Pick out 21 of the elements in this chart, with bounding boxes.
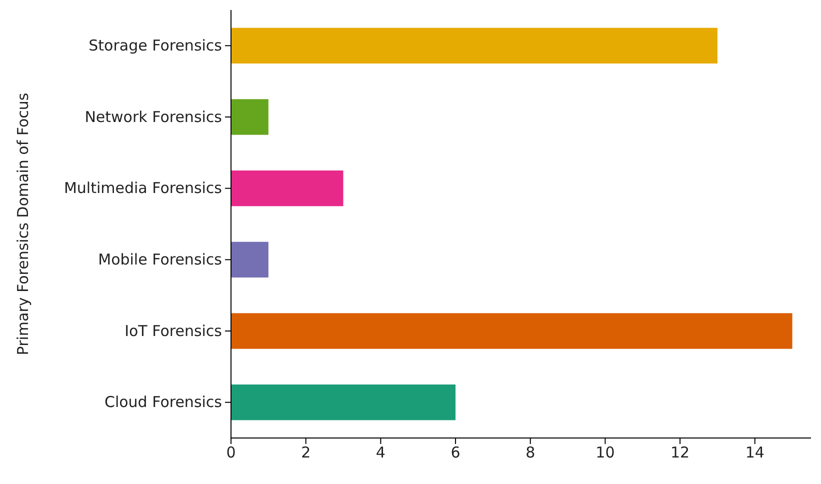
x-tick-label: 2 xyxy=(301,444,311,462)
y-axis-title: Primary Forensics Domain of Focus xyxy=(14,92,32,356)
bar xyxy=(231,170,344,206)
x-tick-label: 6 xyxy=(450,444,460,462)
bar xyxy=(231,99,268,135)
bar xyxy=(231,384,456,420)
x-tick-label: 0 xyxy=(226,444,236,462)
x-tick-label: 8 xyxy=(526,444,536,462)
y-tick-label: Storage Forensics xyxy=(88,36,222,54)
y-tick-label: IoT Forensics xyxy=(124,322,222,340)
bar xyxy=(231,313,792,349)
y-tick-label: Cloud Forensics xyxy=(104,393,222,412)
x-tick-label: 14 xyxy=(745,444,764,462)
x-tick-label: 10 xyxy=(596,444,615,462)
bar xyxy=(231,242,268,278)
x-tick-label: 12 xyxy=(670,444,690,462)
bar xyxy=(231,28,718,64)
y-tick-label: Network Forensics xyxy=(84,108,222,126)
y-tick-label: Mobile Forensics xyxy=(98,250,222,268)
y-tick-label: Multimedia Forensics xyxy=(64,179,222,198)
x-tick-label: 4 xyxy=(376,444,386,462)
